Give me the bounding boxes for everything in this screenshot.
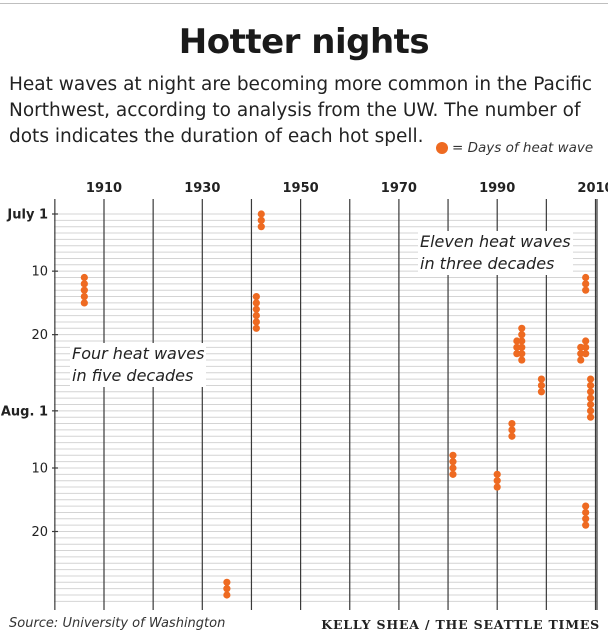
x-tick-label: 1930	[184, 181, 220, 196]
heat-wave-day-dot	[582, 273, 590, 282]
annotation-early-line-2: in five decades	[72, 366, 194, 385]
top-rule	[0, 3, 608, 4]
heat-wave-day-dot	[252, 292, 260, 301]
heat-wave-day-dot	[252, 312, 260, 320]
heat-wave-day-dot	[586, 400, 595, 409]
heat-wave-day-dot	[257, 223, 265, 231]
heat-wave-day-dot	[223, 578, 231, 586]
annotation-early-line-1: Four heat waves	[72, 344, 205, 363]
heat-wave-day-dot	[449, 451, 457, 459]
heat-wave-day-dot	[586, 375, 595, 383]
heat-wave-day-dot	[252, 324, 260, 332]
y-tick-label: 20	[31, 328, 48, 343]
annotation-recent-line-1: Eleven heat waves	[420, 232, 571, 251]
heat-wave-day-dot	[586, 407, 595, 415]
heat-wave-day-dot	[582, 280, 590, 288]
y-tick-label: 10	[31, 265, 48, 280]
x-tick-label: 2010	[577, 181, 608, 196]
heat-wave-day-dot	[586, 394, 595, 402]
heat-wave-day-dot	[518, 331, 526, 339]
heat-wave-day-dot	[223, 585, 231, 593]
heat-wave-day-dot	[586, 381, 595, 390]
heat-wave-day-dot	[449, 470, 457, 478]
x-tick-label: 1950	[283, 181, 319, 196]
y-tick-label: 10	[31, 462, 48, 477]
annotation-recent: Eleven heat waves in three decades	[418, 231, 573, 275]
legend-dot-icon	[436, 142, 448, 154]
heat-wave-day-dot	[577, 356, 585, 364]
heat-wave-day-dot	[223, 591, 231, 599]
heat-wave-day-dot	[80, 280, 88, 288]
heat-wave-day-dot	[537, 388, 546, 396]
heat-wave-day-dot	[518, 324, 526, 332]
heat-wave-day-dot	[257, 216, 265, 224]
heat-wave-day-dot	[508, 419, 516, 428]
heat-wave-day-dot	[518, 350, 526, 358]
annotation-recent-line-2: in three decades	[420, 254, 555, 273]
heat-wave-day-dot	[582, 350, 590, 358]
heat-wave-day-dot	[518, 356, 526, 364]
heat-wave-day-dot	[252, 318, 260, 326]
credit-line: KELLY SHEA / THE SEATTLE TIMES	[321, 617, 600, 632]
heat-wave-day-dot	[508, 426, 516, 434]
heat-wave-day-dot	[449, 458, 457, 466]
heat-wave-day-dot	[493, 470, 501, 478]
legend: = Days of heat wave	[436, 139, 593, 157]
x-tick-label: 1970	[381, 181, 417, 196]
legend-label: = Days of heat wave	[452, 140, 594, 156]
source-note: Source: University of Washington	[9, 616, 226, 631]
y-tick-label: Aug. 1	[1, 404, 48, 419]
heat-wave-day-dot	[582, 508, 590, 517]
x-tick-label: 1910	[86, 181, 122, 196]
heat-wave-day-dot	[449, 464, 457, 472]
heat-wave-day-dot	[80, 292, 88, 301]
heat-wave-day-dot	[582, 502, 590, 510]
heat-wave-day-dot	[582, 521, 590, 529]
heat-wave-day-dot	[493, 483, 501, 491]
heat-wave-day-dot	[80, 273, 88, 282]
heat-wave-day-dot	[518, 337, 526, 345]
heat-wave-day-dot	[493, 477, 501, 485]
chart-title: Hotter nights	[178, 22, 430, 62]
y-tick-label: 20	[31, 525, 48, 540]
x-tick-label: 1990	[479, 181, 515, 196]
heat-wave-day-dot	[518, 343, 526, 351]
annotation-early: Four heat waves in five decades	[70, 343, 207, 387]
heat-wave-day-dot	[586, 413, 595, 421]
heat-wave-day-dot	[582, 286, 590, 294]
heat-wave-day-dot	[252, 305, 260, 313]
heat-wave-day-dot	[582, 343, 590, 351]
chart-subtitle: Heat waves at night are becoming more co…	[9, 74, 592, 147]
heat-wave-day-dot	[508, 432, 516, 440]
heat-wave-day-dot	[586, 388, 595, 396]
heat-wave-day-dot	[257, 210, 265, 218]
heat-wave-day-dot	[582, 515, 590, 523]
y-tick-label: July 1	[6, 208, 48, 223]
heat-wave-day-dot	[537, 381, 546, 390]
heat-wave-day-dot	[582, 337, 590, 345]
heat-wave-day-dot	[252, 299, 260, 307]
heat-wave-day-dot	[80, 286, 88, 294]
heat-wave-day-dot	[80, 299, 88, 307]
heat-wave-day-dot	[537, 375, 546, 383]
